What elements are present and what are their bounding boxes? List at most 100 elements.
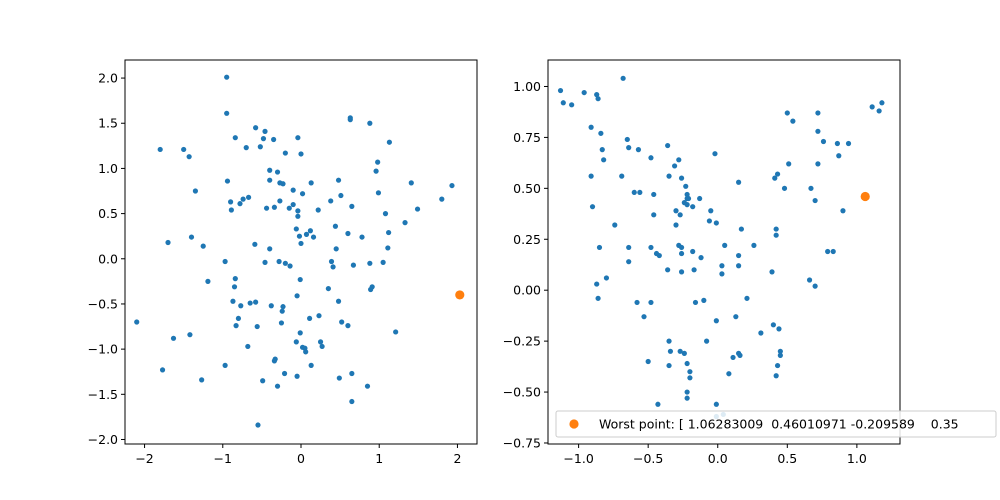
x-tick-label: −1	[214, 451, 232, 466]
data-point	[375, 159, 381, 165]
y-tick-label: 0.0	[98, 251, 118, 266]
data-point	[328, 198, 334, 204]
data-point	[303, 349, 309, 355]
data-point	[666, 362, 672, 369]
data-point	[726, 371, 732, 377]
data-point	[192, 188, 198, 194]
data-point	[594, 281, 600, 287]
data-point	[316, 313, 322, 319]
data-point	[751, 242, 757, 248]
data-point	[595, 96, 601, 102]
data-point	[308, 362, 314, 368]
data-point	[648, 244, 654, 251]
data-point	[599, 147, 605, 153]
data-point	[738, 226, 744, 232]
data-point	[224, 178, 231, 184]
data-point	[257, 144, 263, 150]
data-point	[336, 375, 342, 381]
data-point	[319, 343, 325, 350]
data-point	[777, 348, 783, 354]
y-tick-label: 0.5	[98, 206, 118, 221]
data-point	[228, 199, 234, 205]
y-tick-label: 1.00	[513, 79, 541, 94]
data-point	[557, 87, 564, 94]
data-point	[770, 322, 776, 328]
data-point	[293, 339, 299, 345]
data-point	[772, 175, 778, 181]
data-point	[439, 196, 445, 202]
data-point	[267, 177, 273, 183]
data-point	[673, 208, 679, 214]
data-point	[368, 286, 374, 293]
x-tick-label: 1	[375, 451, 383, 466]
data-point	[560, 100, 566, 106]
data-point	[230, 298, 236, 304]
data-point	[648, 299, 654, 306]
data-point	[672, 163, 678, 169]
data-point	[228, 207, 234, 213]
data-point	[345, 230, 351, 237]
data-point	[691, 267, 697, 273]
data-point	[293, 226, 299, 232]
data-point	[349, 370, 355, 377]
data-point	[373, 168, 379, 174]
y-tick-label: −1.0	[88, 342, 118, 357]
data-point	[254, 323, 260, 330]
data-point	[280, 304, 286, 310]
x-tick-label: 2	[453, 451, 461, 466]
data-point	[603, 275, 610, 281]
data-point	[347, 117, 353, 123]
data-point	[325, 285, 331, 292]
data-point	[267, 167, 273, 173]
data-point	[683, 183, 689, 189]
data-point	[414, 206, 421, 212]
data-point	[282, 260, 288, 266]
data-point	[777, 352, 783, 358]
data-point	[187, 332, 193, 338]
data-point	[708, 208, 714, 214]
data-point	[260, 378, 266, 384]
data-point	[231, 284, 238, 290]
data-point	[224, 110, 230, 116]
data-point	[601, 157, 607, 163]
data-point	[713, 318, 719, 324]
data-point	[769, 269, 775, 275]
data-point	[382, 211, 389, 217]
data-point	[199, 377, 205, 383]
data-point	[736, 263, 742, 269]
y-tick-label: −0.50	[503, 385, 541, 400]
data-point	[271, 136, 277, 143]
data-point	[808, 185, 814, 191]
legend: Worst point: [ 1.06283009 0.46010971 -0.…	[555, 410, 997, 438]
data-point	[667, 348, 674, 354]
data-point	[279, 308, 285, 314]
y-tick-label: −0.5	[88, 296, 118, 311]
x-tick-label: −0.5	[633, 451, 663, 466]
data-point	[255, 422, 261, 428]
legend-box	[555, 410, 997, 438]
data-point	[274, 383, 281, 389]
data-point	[240, 196, 246, 202]
y-tick-label: 2.0	[98, 71, 118, 86]
data-point	[690, 204, 696, 210]
data-point	[328, 258, 335, 265]
data-point	[786, 161, 792, 167]
data-point	[706, 218, 712, 224]
y-tick-label: −2.0	[88, 432, 118, 447]
data-point	[701, 297, 707, 303]
data-point	[245, 194, 252, 200]
data-point	[678, 175, 685, 181]
data-point	[588, 124, 594, 130]
data-point	[393, 329, 399, 335]
data-point	[367, 260, 373, 266]
data-point	[684, 191, 690, 198]
data-point	[758, 330, 764, 336]
data-point	[651, 212, 657, 218]
data-point	[297, 330, 303, 336]
y-tick-label: 0.50	[513, 181, 541, 196]
data-point	[157, 146, 163, 153]
x-tick-label: −1.0	[563, 451, 593, 466]
data-point	[637, 189, 643, 196]
data-point	[681, 350, 687, 356]
data-point	[713, 401, 719, 407]
